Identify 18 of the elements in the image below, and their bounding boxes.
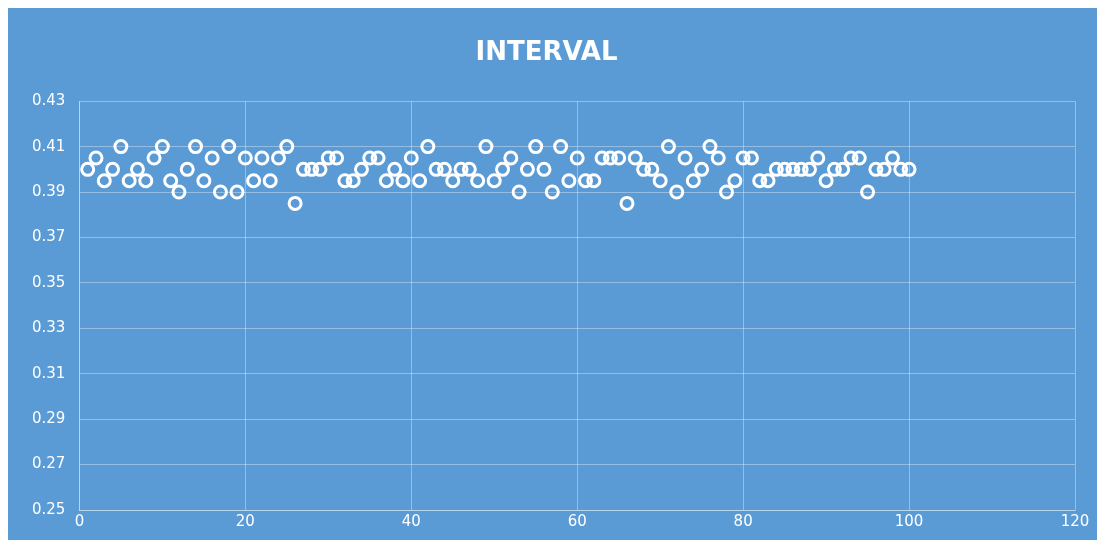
- y-tick-label: 0.31: [31, 363, 66, 382]
- y-tick-label: 0.41: [31, 136, 66, 155]
- y-tick-label: 0.37: [31, 227, 66, 246]
- x-tick-label: 60: [567, 511, 587, 530]
- y-tick-label: 0.43: [31, 91, 66, 110]
- x-tick-label: 80: [733, 511, 753, 530]
- x-tick-label: 120: [1060, 511, 1090, 530]
- y-tick-label: 0.39: [31, 181, 66, 200]
- y-tick-label: 0.25: [31, 499, 66, 518]
- y-tick-label: 0.35: [31, 272, 66, 291]
- x-tick-label: 100: [894, 511, 924, 530]
- x-tick-label: 0: [74, 511, 85, 530]
- chart-title: INTERVAL: [475, 36, 618, 67]
- y-tick-label: 0.27: [31, 454, 66, 473]
- y-tick-label: 0.33: [31, 318, 66, 337]
- x-tick-label: 20: [235, 511, 255, 530]
- x-tick-label: 40: [401, 511, 421, 530]
- y-tick-label: 0.29: [31, 409, 66, 428]
